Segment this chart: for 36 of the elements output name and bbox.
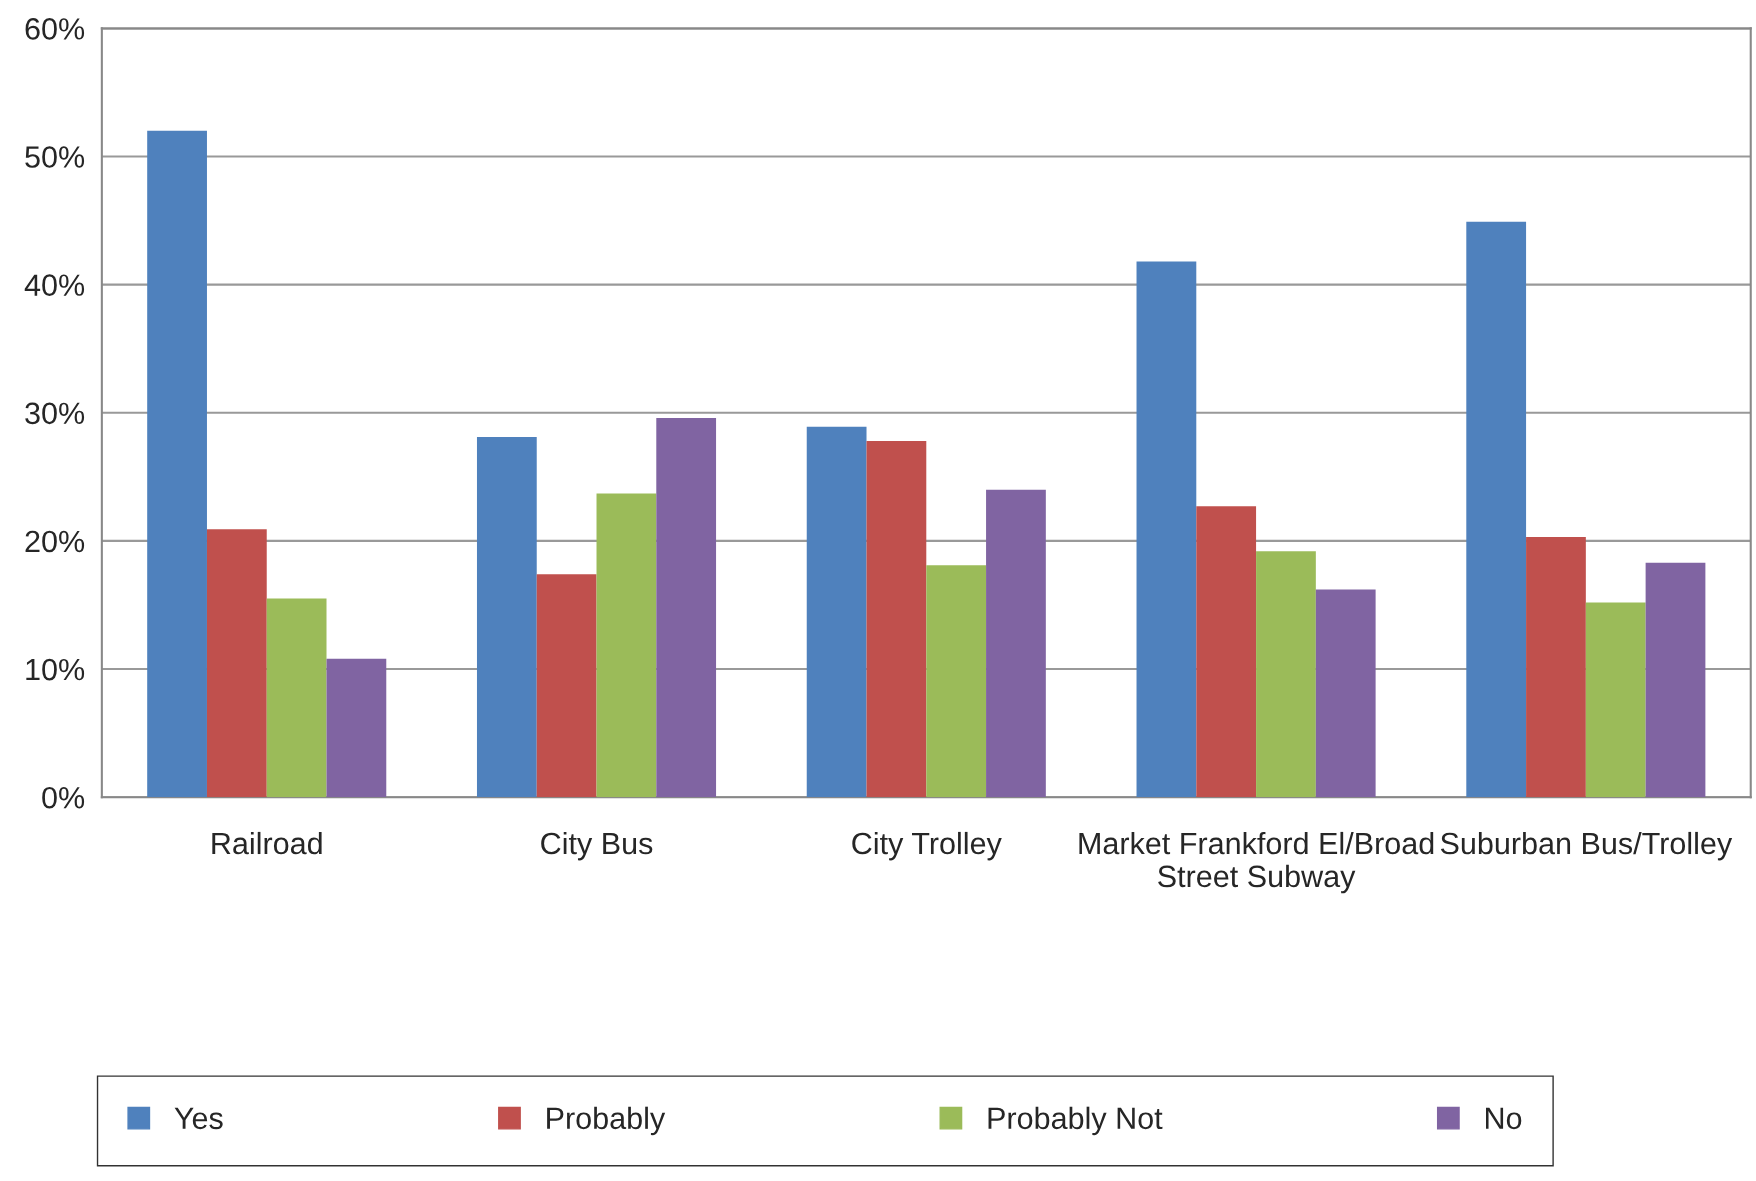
x-tick-label: Suburban Bus/Trolley bbox=[1440, 831, 1733, 861]
y-tick-label: 40% bbox=[24, 274, 85, 296]
bar bbox=[1196, 506, 1257, 798]
y-tick-label: 50% bbox=[25, 146, 85, 168]
bar bbox=[206, 529, 267, 798]
bar bbox=[806, 426, 867, 798]
bar bbox=[1315, 589, 1376, 798]
x-tick-label: Market Frankford El/Broad Street Subway bbox=[1079, 831, 1434, 894]
bar bbox=[1645, 562, 1706, 798]
bar bbox=[1585, 602, 1646, 798]
x-tick-label: City Trolley bbox=[852, 831, 1002, 861]
x-tick-label: City Bus bbox=[541, 831, 653, 861]
bar bbox=[1256, 551, 1316, 798]
bar bbox=[986, 489, 1046, 798]
bar bbox=[266, 598, 327, 798]
y-tick-label: 10% bbox=[26, 658, 85, 681]
bar bbox=[1526, 537, 1586, 798]
legend-label: No bbox=[1486, 1107, 1522, 1130]
bar bbox=[596, 493, 657, 798]
x-tick-label: Railroad bbox=[212, 831, 322, 855]
legend-label: Probably Not bbox=[988, 1106, 1163, 1136]
y-tick-label: 60% bbox=[25, 18, 85, 40]
y-tick-label: 0% bbox=[42, 786, 85, 809]
bar bbox=[476, 437, 537, 798]
legend-label: Yes bbox=[174, 1107, 223, 1130]
bar bbox=[656, 417, 717, 798]
bar bbox=[326, 658, 387, 798]
legend-label: Probably bbox=[547, 1106, 666, 1136]
bar bbox=[1136, 261, 1197, 798]
y-tick-label: 30% bbox=[25, 402, 85, 425]
bar bbox=[926, 565, 987, 798]
bar bbox=[147, 130, 207, 798]
bar bbox=[866, 440, 927, 798]
bar bbox=[1466, 221, 1527, 798]
bar bbox=[536, 574, 597, 798]
y-tick-label: 20% bbox=[25, 530, 85, 553]
